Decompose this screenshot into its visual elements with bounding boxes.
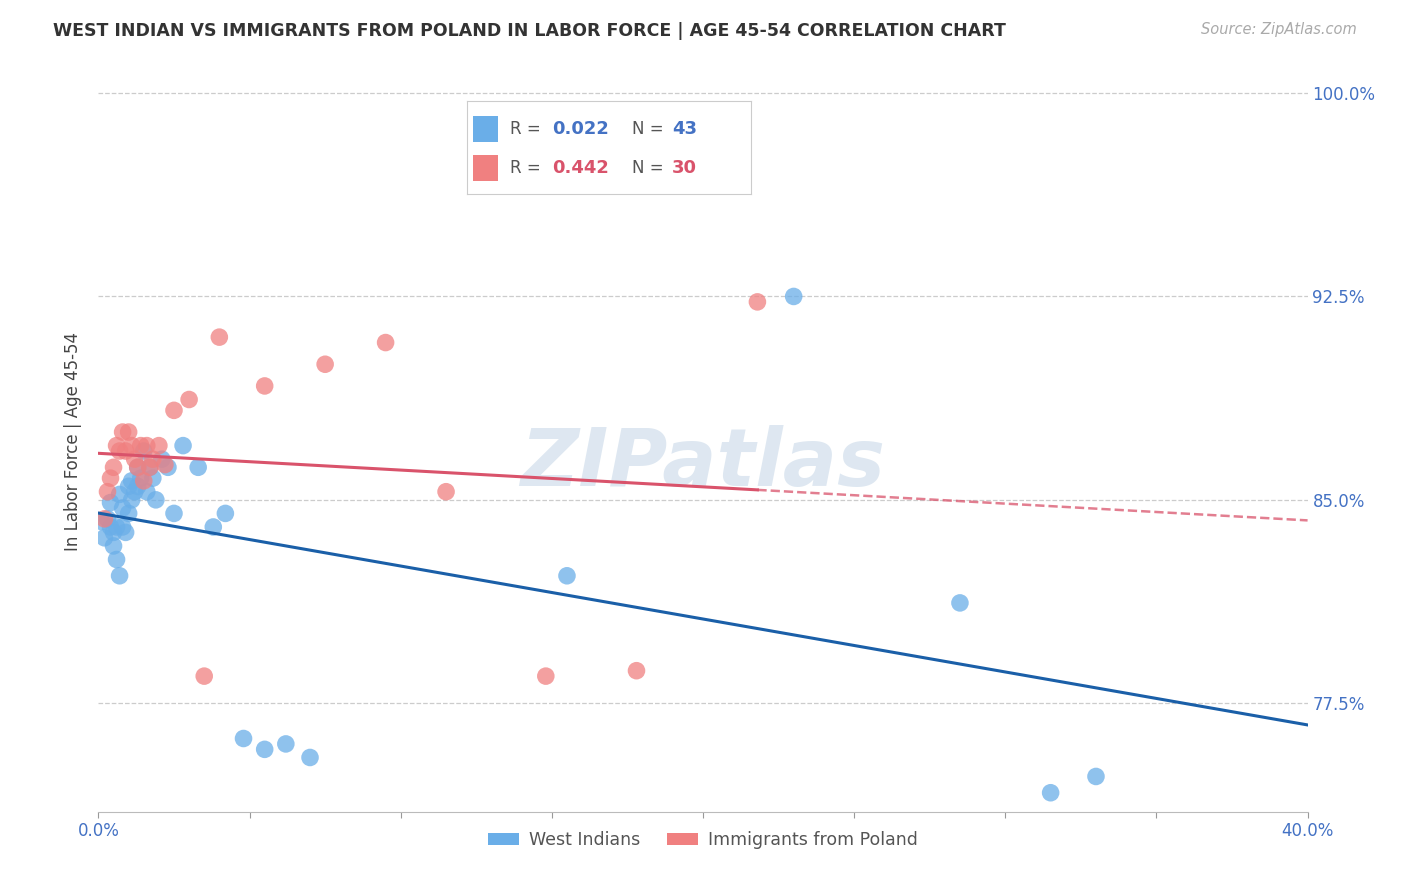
Point [129, 471, 152, 485]
Point [124, 452, 146, 467]
Point [163, 403, 186, 417]
Point [135, 439, 157, 453]
Point [299, 750, 322, 764]
Point [118, 479, 141, 493]
Point [139, 460, 162, 475]
Point [139, 460, 162, 475]
Point [111, 520, 134, 534]
Point [314, 357, 336, 371]
Point [103, 539, 125, 553]
Point [783, 289, 806, 303]
Point [105, 439, 128, 453]
Point [127, 460, 149, 475]
Point [108, 568, 131, 582]
Legend: West Indians, Immigrants from Poland: West Indians, Immigrants from Poland [481, 824, 925, 856]
Point [111, 425, 134, 439]
Point [187, 460, 209, 475]
Point [100, 471, 122, 485]
Point [148, 439, 170, 453]
Text: WEST INDIAN VS IMMIGRANTS FROM POLAND IN LABOR FORCE | AGE 45-54 CORRELATION CHA: WEST INDIAN VS IMMIGRANTS FROM POLAND IN… [53, 22, 1007, 40]
Point [202, 520, 225, 534]
Point [121, 439, 143, 453]
Point [93, 531, 115, 545]
Point [534, 669, 557, 683]
Point [949, 596, 972, 610]
Point [103, 460, 125, 475]
Point [253, 742, 276, 756]
Point [179, 392, 201, 407]
Point [96, 512, 118, 526]
Y-axis label: In Labor Force | Age 45-54: In Labor Force | Age 45-54 [65, 332, 83, 551]
Point [127, 479, 149, 493]
Point [145, 492, 167, 507]
Point [121, 492, 143, 507]
Point [747, 294, 769, 309]
Point [118, 425, 141, 439]
Point [114, 444, 136, 458]
Point [127, 460, 149, 475]
Point [100, 520, 122, 534]
Point [142, 452, 165, 467]
Point [172, 439, 194, 453]
Point [253, 379, 276, 393]
Point [142, 471, 165, 485]
Point [150, 452, 173, 467]
Point [135, 484, 157, 499]
Point [1085, 769, 1108, 783]
Point [193, 669, 215, 683]
Point [114, 525, 136, 540]
Point [129, 439, 152, 453]
Point [111, 500, 134, 515]
Point [100, 495, 122, 509]
Point [132, 474, 155, 488]
Point [118, 507, 141, 521]
Point [93, 512, 115, 526]
Point [153, 458, 176, 472]
Point [108, 444, 131, 458]
Point [105, 552, 128, 566]
Point [96, 484, 118, 499]
Point [163, 507, 186, 521]
Point [214, 507, 236, 521]
Point [555, 568, 578, 582]
Point [232, 731, 254, 746]
Point [1039, 786, 1062, 800]
Point [103, 525, 125, 540]
Text: ZIPatlas: ZIPatlas [520, 425, 886, 503]
Point [434, 484, 457, 499]
Point [274, 737, 297, 751]
Point [108, 487, 131, 501]
Point [132, 444, 155, 458]
Point [124, 484, 146, 499]
Point [374, 335, 396, 350]
Point [105, 520, 128, 534]
Text: Source: ZipAtlas.com: Source: ZipAtlas.com [1201, 22, 1357, 37]
Point [208, 330, 231, 344]
Point [121, 474, 143, 488]
Point [156, 460, 179, 475]
Point [626, 664, 648, 678]
Point [90, 515, 112, 529]
